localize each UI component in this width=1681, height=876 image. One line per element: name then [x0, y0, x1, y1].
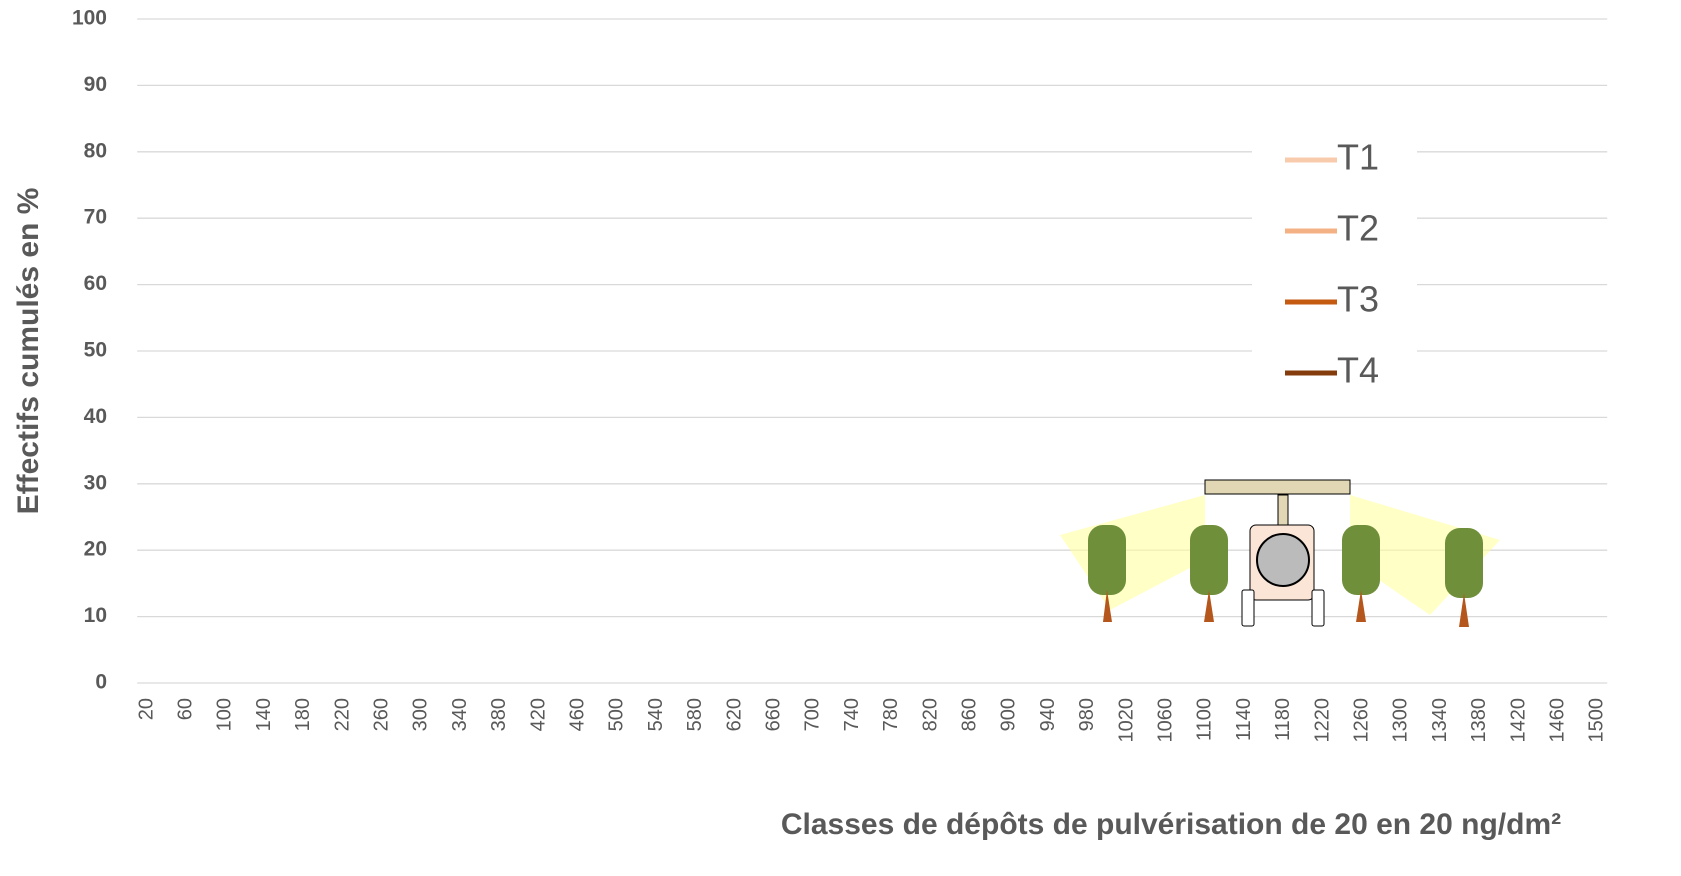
y-tick-label: 50 — [84, 339, 107, 362]
x-tick-label: 180 — [292, 698, 314, 731]
chart: Classes de dépôts de pulvérisation de 20… — [0, 0, 1681, 876]
x-tick-label: 100 — [214, 698, 236, 731]
wheel — [1312, 590, 1324, 626]
boom — [1205, 480, 1350, 494]
x-tick-label: 540 — [645, 698, 667, 731]
legend-label: T3 — [1337, 279, 1379, 320]
x-tick-label: 1140 — [1233, 698, 1255, 741]
y-tick-label: 80 — [84, 139, 107, 162]
x-tick-label: 700 — [802, 698, 824, 731]
x-tick-label: 340 — [449, 698, 471, 731]
y-tick-label: 30 — [84, 471, 107, 494]
x-tick-label: 1220 — [1311, 698, 1333, 743]
y-tick-label: 40 — [84, 405, 107, 428]
y-tick-label: 100 — [72, 7, 107, 30]
legend-label: T4 — [1337, 350, 1379, 391]
y-axis-title: Effectifs cumulés en % — [12, 188, 45, 515]
spray-cone — [1060, 495, 1205, 610]
y-tick-label: 0 — [95, 671, 107, 694]
y-tick-label: 70 — [84, 206, 107, 229]
x-tick-label: 1380 — [1468, 698, 1490, 743]
page: Classes de dépôts de pulvérisation de 20… — [0, 0, 1681, 876]
x-tick-label: 300 — [410, 698, 432, 731]
x-tick-label: 1180 — [1272, 698, 1294, 741]
wheel — [1242, 590, 1254, 626]
x-tick-label: 580 — [684, 698, 706, 731]
x-tick-label: 460 — [566, 698, 588, 731]
vine — [1190, 525, 1228, 595]
vine — [1445, 528, 1483, 598]
x-tick-label: 740 — [841, 698, 863, 731]
y-tick-label: 60 — [84, 272, 107, 295]
sprayer-illustration — [1060, 480, 1500, 627]
x-tick-label: 1340 — [1429, 698, 1451, 743]
x-tick-label: 260 — [370, 698, 392, 731]
vine — [1088, 525, 1126, 595]
mast — [1278, 495, 1288, 525]
x-tick-label: 1460 — [1546, 698, 1568, 743]
x-tick-label: 1060 — [1154, 698, 1176, 743]
x-tick-label: 380 — [488, 698, 510, 731]
x-tick-label: 140 — [253, 698, 275, 731]
y-tick-label: 90 — [84, 73, 107, 96]
x-tick-label: 900 — [998, 698, 1020, 731]
x-tick-label: 860 — [958, 698, 980, 731]
legend-label: T1 — [1337, 137, 1379, 178]
x-tick-label: 1100 — [1194, 698, 1216, 741]
x-tick-label: 660 — [762, 698, 784, 731]
x-tick-label: 1500 — [1586, 698, 1608, 743]
legend-label: T2 — [1337, 208, 1379, 249]
x-tick-label: 980 — [1076, 698, 1098, 731]
fan — [1257, 534, 1309, 586]
x-tick-label: 20 — [135, 698, 157, 720]
x-tick-label: 220 — [331, 698, 353, 731]
vine-trunk — [1459, 593, 1469, 627]
y-tick-label: 10 — [84, 604, 107, 627]
x-tick-label: 1300 — [1390, 698, 1412, 743]
x-tick-label: 60 — [174, 698, 196, 720]
x-tick-label: 940 — [1037, 698, 1059, 731]
x-tick-label: 820 — [919, 698, 941, 731]
legend-box — [1252, 125, 1417, 410]
x-tick-label: 1420 — [1507, 698, 1529, 743]
vine — [1342, 525, 1380, 595]
x-tick-label: 420 — [527, 698, 549, 731]
x-tick-label: 620 — [723, 698, 745, 731]
x-tick-label: 500 — [606, 698, 628, 731]
x-tick-label: 780 — [880, 698, 902, 731]
x-axis-title: Classes de dépôts de pulvérisation de 20… — [781, 808, 1561, 841]
y-tick-label: 20 — [84, 538, 107, 561]
x-tick-label: 1020 — [1115, 698, 1137, 743]
x-tick-label: 1260 — [1350, 698, 1372, 743]
